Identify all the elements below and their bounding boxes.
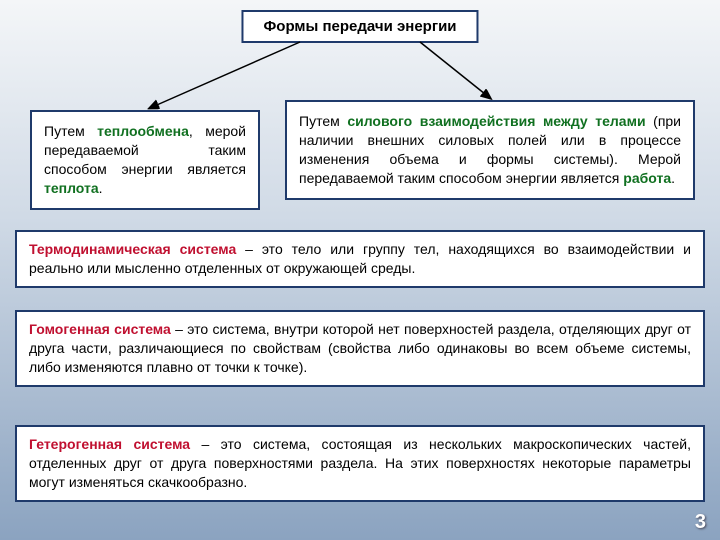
branch-right-suffix: . (671, 170, 675, 186)
branch-left-measure: теплота (44, 180, 99, 196)
branch-left-key: теплообмена (97, 123, 189, 139)
def1-term: Термодинамическая система (29, 241, 236, 257)
def3-term: Гетерогенная система (29, 436, 190, 452)
branch-right-prefix: Путем (299, 113, 347, 129)
def-thermodynamic: Термодинамическая система – это тело или… (15, 230, 705, 288)
branch-right-measure: работа (623, 170, 671, 186)
branch-right-box: Путем силового взаимодействия между тела… (285, 100, 695, 200)
def-heterogeneous: Гетерогенная система – это система, сост… (15, 425, 705, 502)
branch-left-prefix: Путем (44, 123, 97, 139)
branch-left-suffix: . (99, 180, 103, 196)
branch-left-box: Путем теплообмена, мерой передаваемой та… (30, 110, 260, 210)
branch-right-key: силового взаимодействия между телами (347, 113, 645, 129)
def-homogeneous: Гомогенная система – это система, внутри… (15, 310, 705, 387)
def2-term: Гомогенная система (29, 321, 171, 337)
page-number: 3 (695, 511, 706, 534)
